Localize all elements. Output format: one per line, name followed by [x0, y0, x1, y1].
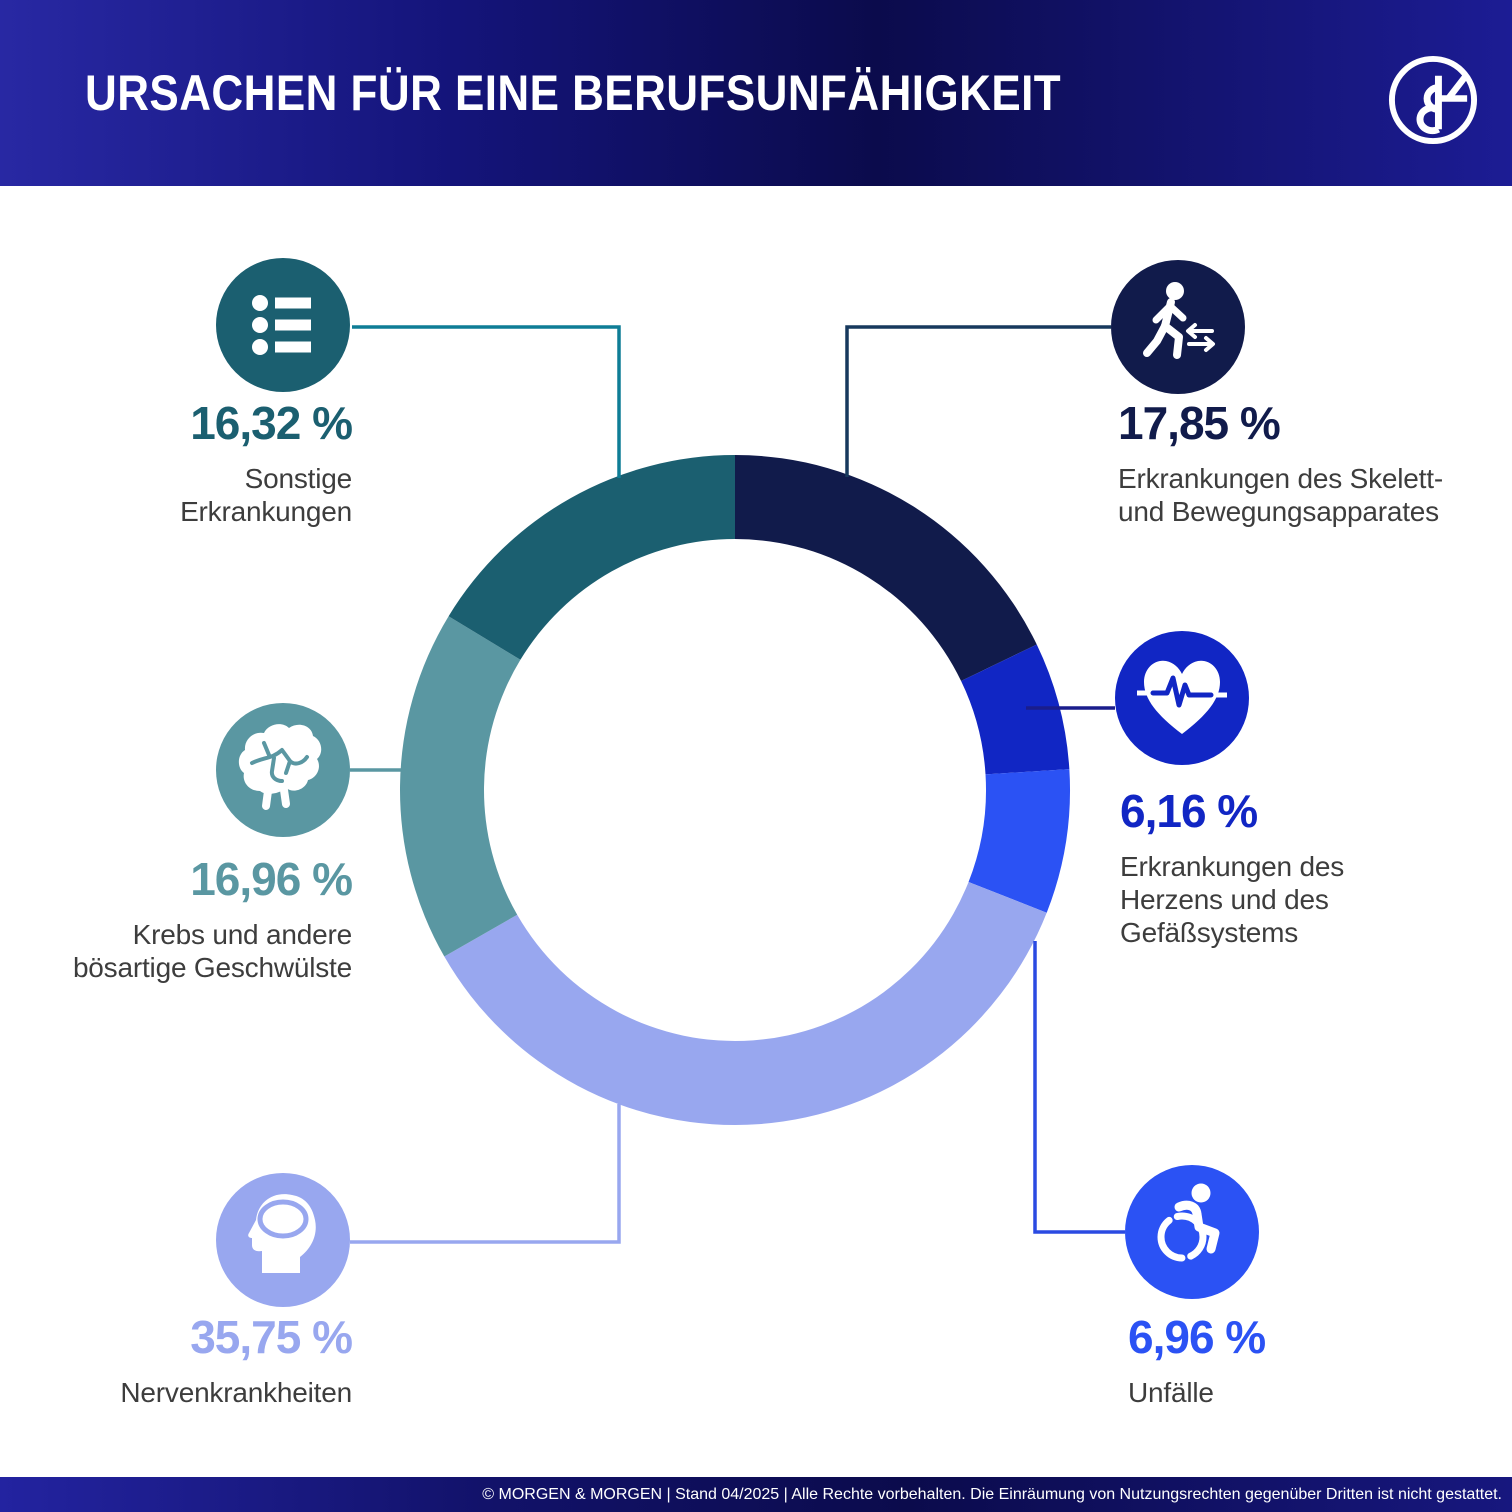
donut-segments	[400, 455, 1070, 1126]
label-sonstige: Sonstige Erkrankungen	[180, 463, 352, 527]
label-nerven: Nervenkrankheiten	[120, 1377, 352, 1408]
donut-segment	[444, 881, 1047, 1126]
percent-unfaelle: 6,96 %	[1128, 1311, 1266, 1363]
connector-sonstige	[352, 325, 621, 478]
connector-unfaelle	[1033, 941, 1125, 1234]
label-skelett: Erkrankungen des Skelett- und Bewegungsa…	[1118, 463, 1443, 527]
copyright-text: © MORGEN & MORGEN | Stand 04/2025 | Alle…	[482, 1485, 1502, 1503]
percent-sonstige: 16,32 %	[190, 397, 353, 449]
label-herz: Erkrankungen des Herzens und des Gefäßsy…	[1120, 851, 1345, 948]
morgen-morgen-logo-icon	[1388, 55, 1478, 145]
page-title: URSACHEN FÜR EINE BERUFSUNFÄHIGKEIT	[85, 65, 1062, 121]
donut-segment	[968, 769, 1070, 913]
footer-band: © MORGEN & MORGEN | Stand 04/2025 | Alle…	[0, 1477, 1512, 1512]
label-unfaelle: Unfälle	[1128, 1377, 1214, 1408]
brain-icon	[216, 703, 350, 837]
donut-segment	[961, 644, 1070, 775]
heart-pulse-icon	[1115, 631, 1249, 765]
list-icon	[216, 258, 350, 392]
header-band: URSACHEN FÜR EINE BERUFSUNFÄHIGKEIT	[0, 0, 1512, 186]
callout-connectors	[350, 325, 1125, 1244]
connector-nerven	[350, 1104, 621, 1244]
percent-skelett: 17,85 %	[1118, 397, 1281, 449]
walking-person-icon	[1111, 260, 1245, 394]
connector-skelett	[845, 325, 1111, 477]
donut-segment	[400, 616, 521, 957]
percent-krebs: 16,96 %	[190, 853, 353, 905]
wheelchair-icon	[1125, 1165, 1259, 1299]
label-krebs: Krebs und andere bösartige Geschwülste	[72, 919, 352, 983]
head-brain-icon	[216, 1173, 350, 1307]
percent-herz: 6,16 %	[1120, 785, 1258, 837]
donut-segment	[448, 455, 735, 660]
donut-segment	[735, 455, 1037, 681]
percent-nerven: 35,75 %	[190, 1311, 353, 1363]
